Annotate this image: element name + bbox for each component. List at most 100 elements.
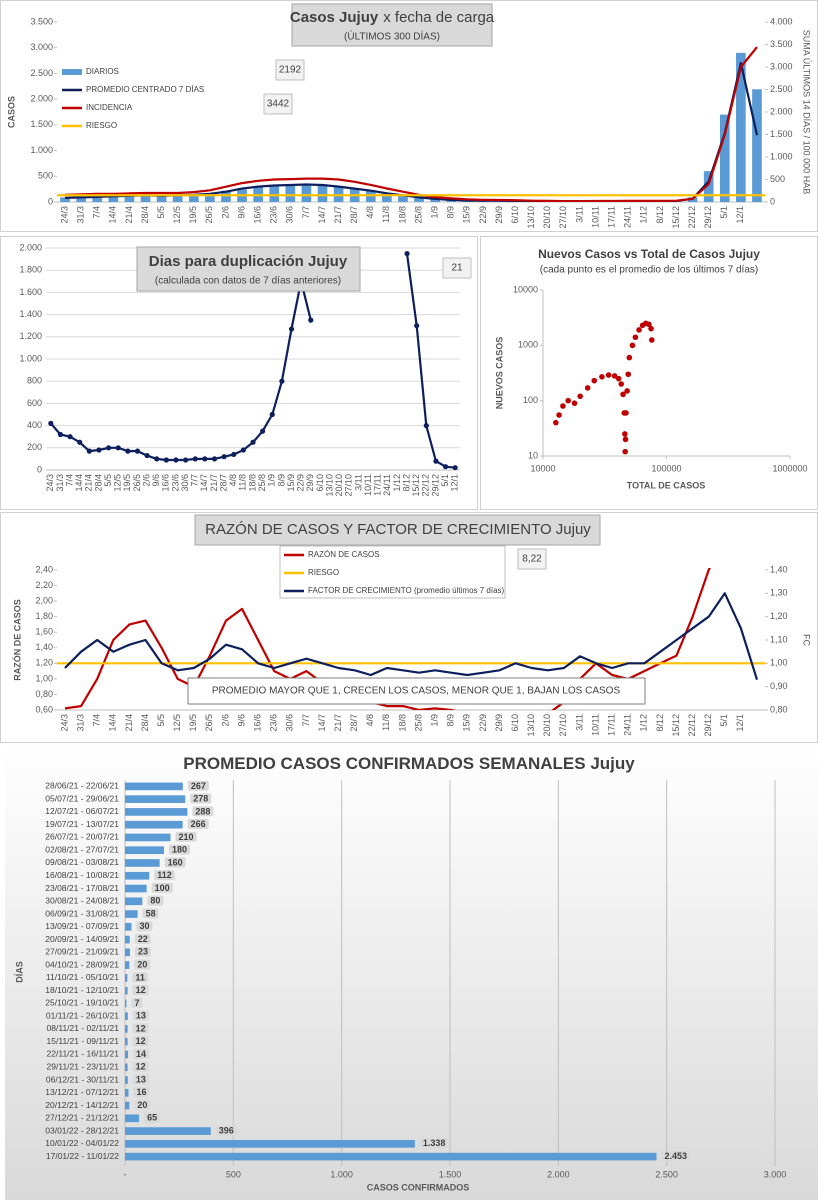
y-tick-label: 13/12/21 - 07/12/21 — [45, 1087, 119, 1097]
bar — [253, 186, 263, 202]
y-tick-label: 500 — [38, 171, 53, 181]
y-tick-label: 1.800 — [19, 265, 42, 275]
bar — [172, 195, 183, 202]
x-tick-label: 4/8 — [365, 206, 375, 219]
point — [636, 327, 642, 333]
x-tick-label: 13/10 — [526, 206, 536, 229]
x-tick-label: 5/5 — [156, 714, 166, 727]
y-tick-label: 25/10/21 - 19/10/21 — [45, 998, 119, 1008]
x-tick-label: 1000000 — [772, 463, 807, 473]
x-tick-label: 13/10 — [324, 474, 334, 497]
point — [620, 391, 626, 398]
y-tick-label: 3.000 — [30, 42, 53, 52]
x-tick-label: 13/10 — [526, 714, 536, 737]
value-label: 11 — [135, 972, 145, 982]
point — [308, 317, 314, 323]
label-bg — [133, 1048, 150, 1059]
y2-tick-label: 3.500 — [770, 39, 793, 49]
x-tick-label: 28/7 — [349, 206, 359, 224]
y-tick-label: 16/08/21 - 10/08/21 — [45, 870, 119, 880]
x-tick-label: 24/11 — [382, 474, 392, 496]
bar — [125, 1037, 128, 1046]
value-label: 12 — [136, 985, 146, 995]
label-bg — [190, 793, 212, 804]
y-tick-label: 1.500 — [30, 119, 53, 129]
label-bg — [164, 857, 186, 868]
point — [86, 448, 92, 454]
x-tick-label: 24/11 — [623, 714, 633, 736]
bar — [125, 935, 130, 944]
x-tick-label: 500 — [226, 1169, 241, 1179]
point — [433, 458, 439, 464]
x-tick-label: 15/12 — [671, 206, 681, 229]
title-box — [291, 3, 493, 47]
point — [67, 434, 73, 440]
point — [231, 451, 237, 458]
y-axis-label: RAZÓN DE CASOS — [11, 599, 22, 681]
value-label: 13 — [136, 1011, 146, 1021]
bar — [125, 820, 183, 829]
bar — [752, 89, 762, 202]
chart-title: Casos Jujuy x fecha de carga — [290, 9, 495, 26]
value-label: 1.338 — [423, 1138, 446, 1148]
x-tick-label: 5/1 — [440, 474, 450, 487]
x-tick-label: 1/9 — [430, 206, 440, 219]
bar — [205, 193, 215, 202]
annotation: 21 — [451, 263, 463, 274]
value-label: 80 — [150, 896, 160, 906]
x-tick-label: 15/9 — [462, 206, 472, 224]
label-bg — [215, 1125, 237, 1136]
x-tick-label: 22/9 — [296, 474, 306, 492]
bar — [125, 1063, 128, 1072]
x-tick-label: 11/8 — [381, 714, 391, 731]
y-tick-label: 0,80 — [35, 689, 53, 699]
bar — [125, 999, 127, 1008]
y2-tick-label: 1,00 — [770, 658, 788, 668]
x-tick-label: 9/6 — [236, 206, 246, 219]
point — [626, 354, 633, 361]
label-bg — [132, 1010, 149, 1021]
y-tick-label: 23/08/21 - 17/08/21 — [45, 883, 119, 893]
x-tick-label: 20/10 — [542, 206, 552, 229]
bar — [382, 193, 392, 202]
x-tick-label: 28/4 — [140, 714, 150, 732]
value-label: 267 — [191, 781, 206, 791]
label-bg — [131, 997, 143, 1008]
bar — [156, 194, 167, 202]
bar — [60, 197, 70, 202]
point — [599, 373, 605, 380]
x-tick-label: 31/3 — [55, 474, 65, 492]
x-tick-label: 22/9 — [478, 714, 488, 732]
value-label: 396 — [219, 1125, 234, 1135]
x-tick-label: 29/12 — [703, 714, 713, 737]
bar — [125, 871, 150, 880]
bar — [125, 974, 128, 982]
x-tick-label: 28/4 — [140, 206, 150, 224]
x-tick-label: 6/10 — [315, 474, 325, 492]
bar — [125, 859, 160, 867]
y2-tick-label: 1,20 — [770, 611, 788, 621]
bar — [125, 1076, 128, 1084]
x-tick-label: 21/4 — [124, 206, 134, 224]
point — [629, 342, 636, 349]
x-tick-label: 19/5 — [188, 714, 198, 732]
y-tick-label: 08/11/21 - 02/11/21 — [47, 1023, 120, 1033]
x-tick-label: 2/6 — [220, 206, 230, 219]
point — [105, 445, 112, 451]
y-tick-label: 2.500 — [30, 68, 53, 78]
label-bg — [661, 1150, 691, 1161]
x-tick-label: 1.000 — [330, 1169, 353, 1179]
label-bg — [132, 1023, 149, 1034]
point — [622, 448, 628, 455]
annotation-box — [517, 548, 547, 570]
title-box — [136, 246, 361, 292]
x-tick-label: 9/6 — [151, 474, 161, 487]
x-tick-label: 14/4 — [108, 714, 118, 732]
x-tick-label: 25/8 — [257, 474, 267, 492]
y-tick-label: 2.000 — [19, 242, 42, 252]
x-tick-label: 29/12 — [430, 474, 440, 497]
legend-box — [279, 545, 506, 599]
x-tick-label: 25/8 — [413, 206, 423, 224]
y-tick-label: 1,40 — [35, 642, 53, 652]
